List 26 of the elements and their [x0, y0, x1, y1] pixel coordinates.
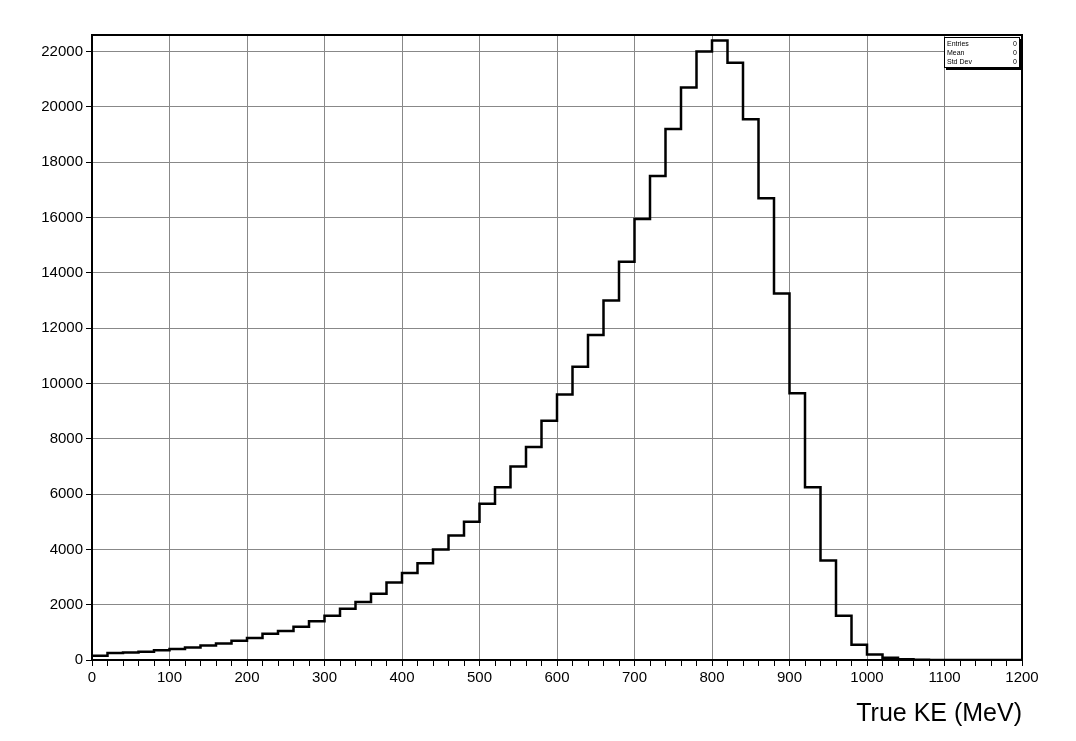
x-tick-label: 600 — [544, 668, 570, 686]
x-axis-title: True KE (MeV) — [856, 697, 1022, 726]
x-tick-label: 400 — [389, 668, 415, 686]
x-tick-label: 1200 — [1005, 668, 1039, 686]
x-tick-label: 800 — [699, 668, 725, 686]
x-tick-label: 700 — [621, 668, 648, 686]
x-tick-label: 1000 — [850, 668, 884, 686]
y-tick-label: 2000 — [49, 594, 83, 612]
y-tick-label: 4000 — [49, 539, 83, 557]
y-tick-label: 6000 — [49, 484, 83, 502]
y-tick-label: 10000 — [41, 373, 83, 391]
y-tick-label: 18000 — [41, 152, 83, 170]
y-tick-label: 12000 — [41, 318, 83, 336]
y-tick-label: 20000 — [41, 97, 83, 115]
x-tick-label: 900 — [776, 668, 803, 686]
y-tick-label: 22000 — [41, 41, 83, 59]
y-tick-label: 14000 — [41, 262, 83, 280]
x-tick-label: 500 — [466, 668, 493, 686]
x-tick-label: 200 — [234, 668, 260, 686]
x-tick-label: 0 — [87, 668, 97, 686]
x-tick-label: 100 — [156, 668, 183, 686]
x-tick-label: 1100 — [928, 668, 961, 686]
x-tick-label: 300 — [311, 668, 338, 686]
y-tick-label: 0 — [74, 650, 83, 668]
y-tick-label: 16000 — [41, 207, 83, 225]
y-tick-label: 8000 — [49, 428, 83, 446]
